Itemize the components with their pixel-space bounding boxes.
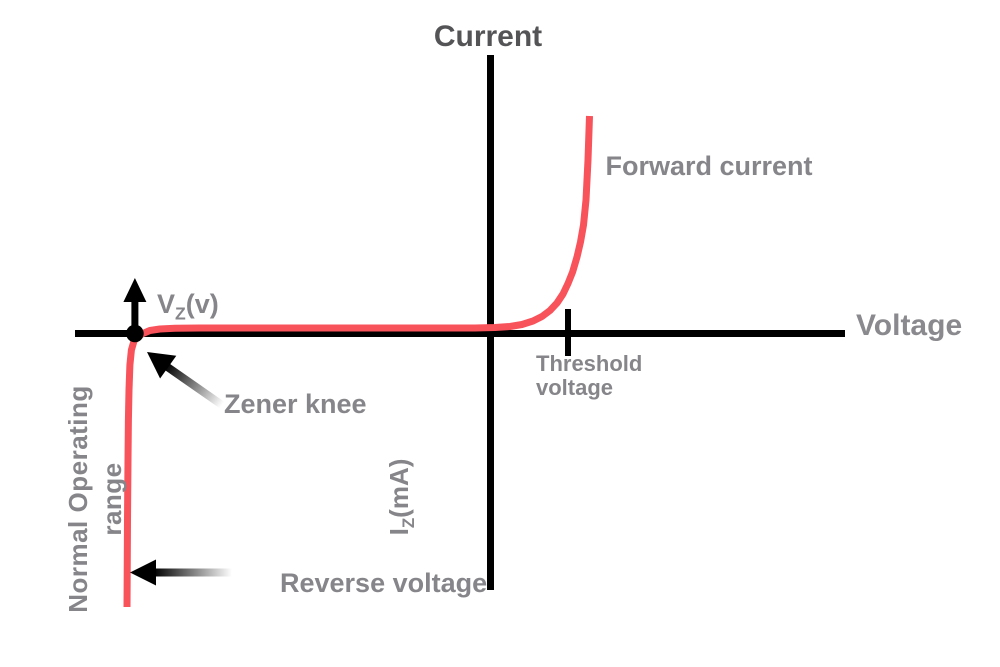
iv-curve	[123, 115, 593, 608]
threshold-voltage-line1: Threshold	[536, 351, 643, 376]
iz-subscript: Z	[399, 517, 419, 529]
iz-rest: (mA)	[384, 458, 414, 518]
threshold-voltage-label: Threshold voltage	[536, 352, 642, 400]
vz-arrow-head	[123, 278, 147, 302]
zener-knee-arrow-shaft	[163, 362, 225, 409]
vz-rest: (v)	[185, 289, 219, 319]
vz-main: V	[157, 289, 176, 319]
forward-current-label: Forward current	[605, 151, 813, 181]
iz-main: I	[384, 528, 414, 536]
vz-subscript: Z	[175, 303, 186, 324]
zener-knee-arrow-head	[147, 352, 177, 379]
normal-operating-line2: range	[97, 462, 127, 536]
threshold-voltage-line2: voltage	[536, 375, 614, 400]
reverse-voltage-label: Reverse voltage	[280, 568, 488, 598]
reverse-voltage-arrow-head	[130, 559, 156, 586]
zener-voltage-label: VZ(v)	[157, 289, 219, 324]
zener-point-dot	[126, 324, 144, 343]
zener-current-label: IZ(mA)	[381, 417, 419, 577]
y-axis-label: Current	[433, 20, 543, 53]
zener-knee-label: Zener knee	[224, 389, 367, 419]
normal-operating-range-label: Normal Operating range	[61, 374, 131, 624]
x-axis-label: Voltage	[856, 309, 963, 342]
normal-operating-line1: Normal Operating	[63, 385, 93, 613]
